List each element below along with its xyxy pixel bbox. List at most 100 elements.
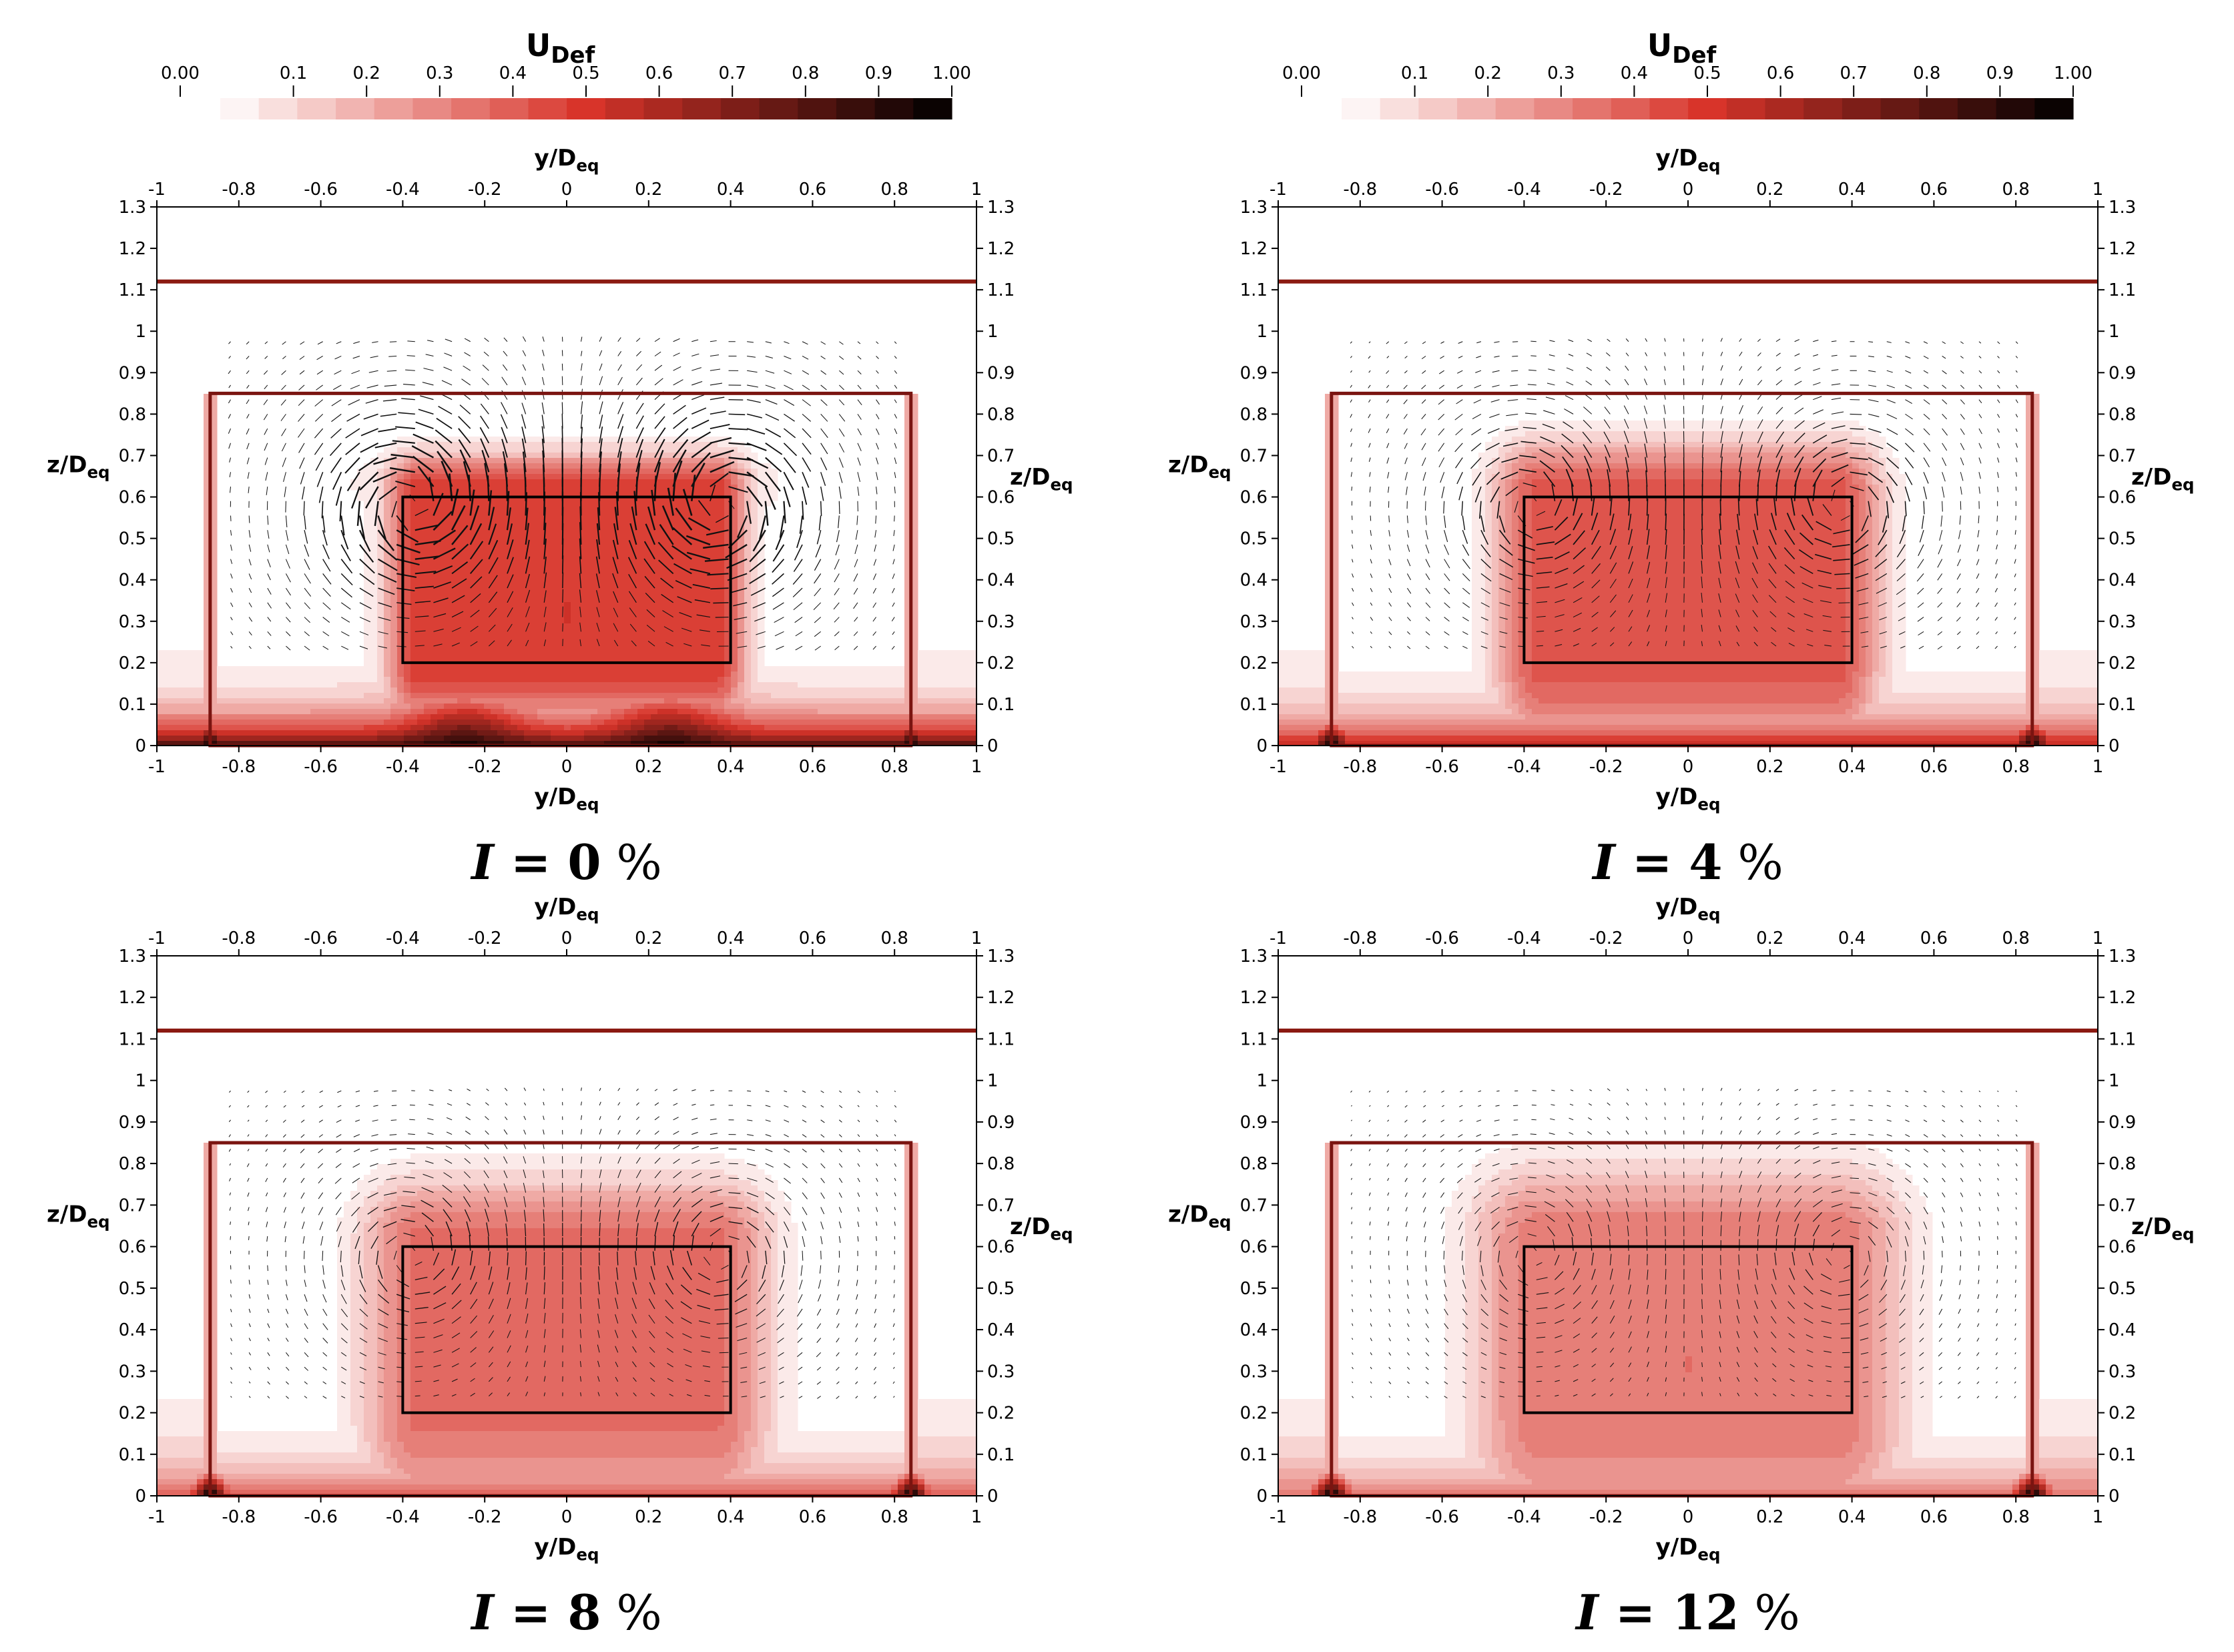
- contour-cell: [431, 709, 438, 715]
- contour-cell: [971, 677, 976, 683]
- contour-cell: [390, 629, 398, 635]
- contour-cell: [744, 538, 752, 544]
- contour-cell: [611, 725, 618, 731]
- contour-cell: [451, 490, 458, 496]
- contour-cell: [631, 463, 638, 469]
- contour-cell: [464, 469, 471, 475]
- contour-cell: [504, 698, 511, 704]
- contour-cell: [671, 581, 678, 587]
- contour-cell: [711, 693, 718, 699]
- contour-cell: [711, 736, 718, 742]
- contour-cell: [931, 714, 938, 720]
- contour-cell: [684, 559, 691, 565]
- contour-cell: [511, 474, 518, 480]
- contour-cell: [577, 655, 585, 661]
- velocity-vector: [378, 602, 392, 608]
- contour-cell: [718, 591, 725, 597]
- contour-cell: [637, 645, 645, 651]
- contour-cell: [931, 720, 938, 726]
- contour-cell: [410, 666, 418, 672]
- contour-cell: [451, 623, 458, 629]
- contour-cell: [491, 682, 498, 688]
- contour-cell: [824, 714, 832, 720]
- contour-cell: [597, 650, 605, 656]
- contour-cell: [437, 490, 445, 496]
- contour-cell: [557, 447, 565, 453]
- contour-cell: [851, 687, 858, 694]
- contour-cell: [531, 613, 538, 619]
- contour-cell: [477, 736, 485, 742]
- contour-cell: [204, 709, 211, 715]
- contour-cell: [517, 623, 525, 629]
- contour-cell: [390, 655, 398, 661]
- contour-cell: [377, 485, 384, 491]
- contour-cell: [364, 485, 371, 491]
- contour-cell: [537, 613, 545, 619]
- contour-cell: [424, 704, 431, 710]
- contour-cell: [644, 634, 651, 640]
- contour-cell: [697, 591, 705, 597]
- contour-cell: [671, 709, 678, 715]
- contour-cell: [918, 655, 925, 661]
- contour-cell: [691, 511, 698, 517]
- contour-cell: [798, 725, 805, 731]
- contour-cell: [424, 533, 431, 539]
- contour-cell: [597, 437, 605, 443]
- contour-cell: [471, 506, 478, 512]
- contour-cell: [744, 645, 752, 651]
- contour-cell: [410, 714, 418, 720]
- contour-cell: [464, 687, 471, 694]
- contour-cell: [571, 463, 578, 469]
- contour-cell: [424, 639, 431, 645]
- contour-cell: [938, 671, 945, 677]
- contour-cell: [744, 666, 752, 672]
- contour-cell: [677, 591, 685, 597]
- contour-cell: [491, 554, 498, 560]
- contour-cell: [170, 698, 178, 704]
- contour-cell: [911, 522, 918, 528]
- contour-cell: [731, 517, 738, 523]
- contour-cell: [531, 447, 538, 453]
- contour-cell: [684, 474, 691, 480]
- contour-cell: [384, 634, 391, 640]
- contour-cell: [677, 650, 685, 656]
- contour-cell: [531, 570, 538, 576]
- contour-cell: [651, 736, 658, 742]
- contour-cell: [504, 581, 511, 587]
- colorbar-level: [1418, 98, 1458, 119]
- contour-cell: [517, 479, 525, 485]
- contour-cell: [350, 485, 358, 491]
- contour-cell: [404, 501, 411, 507]
- contour-cell: [404, 645, 411, 651]
- contour-cell: [964, 682, 972, 688]
- contour-cell: [384, 501, 391, 507]
- contour-cell: [270, 725, 278, 731]
- velocity-vector: [872, 617, 876, 622]
- contour-cell: [677, 527, 685, 533]
- contour-cell: [551, 666, 558, 672]
- contour-cell: [404, 618, 411, 624]
- contour-cell: [210, 581, 218, 587]
- contour-cell: [497, 634, 505, 640]
- contour-cell: [671, 677, 678, 683]
- contour-cell: [357, 730, 364, 736]
- contour-cell: [724, 506, 732, 512]
- contour-cell: [210, 517, 218, 523]
- contour-cell: [758, 591, 765, 597]
- contour-cell: [838, 741, 845, 746]
- contour-cell: [637, 741, 645, 746]
- contour-cell: [277, 698, 284, 704]
- contour-cell: [364, 533, 371, 539]
- contour-cell: [210, 682, 218, 688]
- contour-cell: [671, 522, 678, 528]
- velocity-vector: [230, 602, 234, 607]
- contour-cell: [457, 698, 465, 704]
- contour-cell: [597, 623, 605, 629]
- contour-cell: [858, 720, 865, 726]
- contour-cell: [911, 442, 918, 448]
- contour-cell: [564, 570, 571, 576]
- velocity-vector: [507, 623, 513, 632]
- contour-cell: [651, 437, 658, 443]
- contour-cell: [798, 666, 805, 672]
- contour-cell: [431, 639, 438, 645]
